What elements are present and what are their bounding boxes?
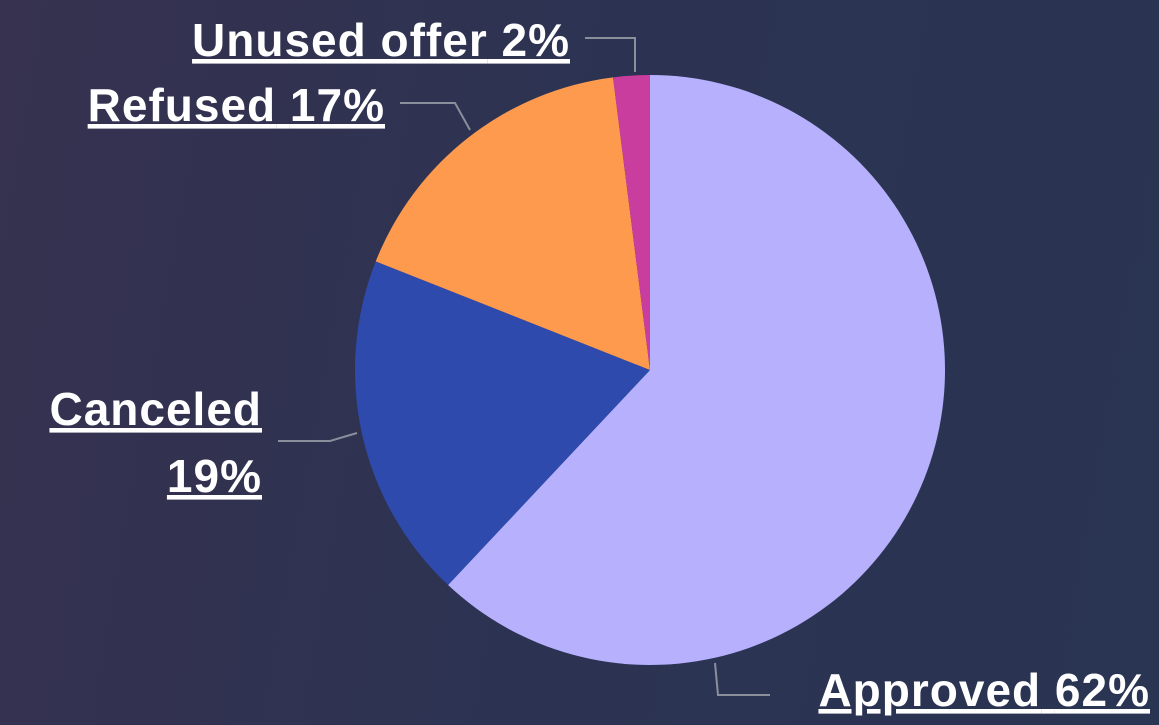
slice-label: Approved 62% — [818, 664, 1150, 716]
leader-line — [400, 102, 471, 131]
pie-slice — [355, 261, 650, 586]
pie-slice — [375, 77, 650, 370]
value-label: 62% — [1055, 664, 1150, 716]
slice-label: Unused offer 2% — [192, 14, 570, 66]
pie — [355, 75, 945, 665]
category-label: Refused — [88, 79, 276, 131]
value-label: 17% — [290, 79, 385, 131]
value-label: 19% — [167, 450, 262, 502]
pie-slice — [613, 75, 650, 370]
slice-label: Refused 17% — [88, 79, 385, 131]
leader-line — [278, 432, 358, 442]
category-label: Approved — [818, 664, 1041, 716]
category-label: Unused offer — [192, 14, 488, 66]
category-label: Canceled — [49, 383, 262, 435]
leader-line — [585, 37, 636, 72]
pie-slice — [448, 75, 945, 665]
value-label: 2% — [502, 14, 570, 66]
slice-label: Canceled 19% — [49, 383, 262, 502]
leader-line — [714, 662, 770, 696]
